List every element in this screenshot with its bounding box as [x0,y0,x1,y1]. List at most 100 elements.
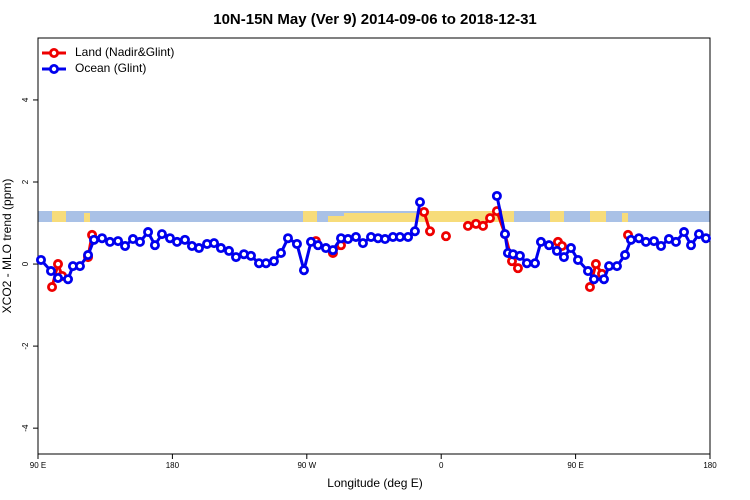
data-point [485,213,496,224]
x-tick-label: 180 [166,461,180,470]
data-point [143,227,154,238]
data-point [231,252,242,263]
data-point [403,231,414,242]
data-point [700,233,711,244]
data-point [268,256,279,267]
data-point [693,229,704,240]
data-point [478,220,489,231]
data-point [419,206,430,217]
land-patch [590,211,606,222]
data-point [193,243,204,254]
data-point [97,233,108,244]
y-tick-label: -2 [21,342,30,350]
data-point [424,226,435,237]
data-point [414,197,425,208]
data-point [649,236,660,247]
data-point [529,258,540,269]
data-point [245,250,256,261]
legend-marker [49,64,60,75]
data-point [535,236,546,247]
data-point [598,274,609,285]
data-point [156,229,167,240]
data-point [343,234,354,245]
data-point [172,236,183,247]
legend-label: Ocean (Glint) [75,61,146,75]
data-point [462,220,473,231]
data-point [209,238,220,249]
data-point [327,245,338,256]
chart-title: 10N-15N May (Ver 9) 2014-09-06 to 2018-1… [213,11,537,28]
data-point [291,238,302,249]
x-tick-label: 90 W [297,461,316,470]
y-tick-label: -4 [21,424,30,432]
data-point [165,233,176,244]
land-patch [550,211,564,222]
data-point [261,258,272,269]
data-point [120,240,131,251]
data-point [440,231,451,242]
data-point [551,245,562,256]
data-point [656,240,667,251]
x-tick-label: 90 E [30,461,46,470]
data-point [679,227,690,238]
data-point [686,240,697,251]
data-point [620,250,631,261]
data-point [584,282,595,293]
x-tick-label: 90 E [567,461,583,470]
land-patch [424,211,514,222]
data-point [104,236,115,247]
data-point [223,245,234,256]
x-axis-label: Longitude (deg E) [327,476,422,490]
y-axis-label: XCO2 - MLO trend (ppm) [0,179,14,314]
data-point [572,254,583,265]
land-patch [622,213,628,222]
data-point [604,261,615,272]
legend-marker [49,48,60,59]
land-patch [52,211,66,222]
data-point [670,236,681,247]
y-tick-label: 2 [21,179,30,184]
data-point [640,236,651,247]
y-tick-label: 4 [21,97,30,102]
plot-frame [37,37,711,455]
legend-label: Land (Nadir&Glint) [75,45,174,59]
data-point [590,259,601,270]
data-point [626,234,637,245]
data-point [633,233,644,244]
data-point [53,272,64,283]
land-patch [303,211,317,222]
data-point [63,274,74,285]
data-point [298,265,309,276]
x-tick-label: 0 [439,461,444,470]
x-tick-label: 180 [703,461,717,470]
data-point [312,240,323,251]
data-point [282,233,293,244]
data-point [499,229,510,240]
data-point [83,250,94,261]
data-point [89,234,100,245]
data-point [74,261,85,272]
data-point [491,190,502,201]
data-point [113,236,124,247]
data-point [350,231,361,242]
data-point [275,247,286,258]
data-point [512,263,523,274]
data-point [394,231,405,242]
land-patch [84,213,90,222]
land-patch [328,216,344,222]
data-point [409,226,420,237]
data-point [521,258,532,269]
data-point [134,236,145,247]
land-patch [344,213,424,222]
data-point [611,261,622,272]
data-point [45,266,56,277]
data-point [514,250,525,261]
data-point [357,238,368,249]
data-point [35,254,46,265]
data-point [558,252,569,263]
data-point [588,274,599,285]
data-point [565,243,576,254]
y-tick-label: 0 [21,261,30,266]
